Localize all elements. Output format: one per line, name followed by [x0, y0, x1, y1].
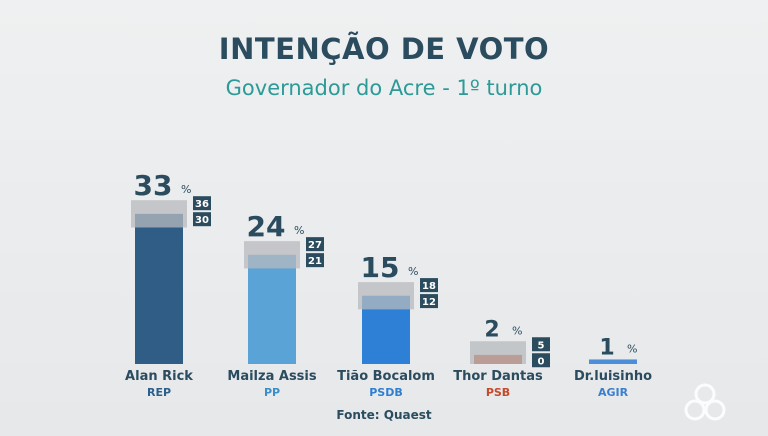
party-label-2: PP [264, 386, 280, 399]
candidate-name-2: Mailza Assis [227, 369, 316, 384]
value-label-1: 33 [134, 169, 173, 202]
value-label-2: 24 [247, 210, 286, 243]
percent-sign-2: % [294, 224, 304, 237]
margin-band-4 [470, 341, 526, 364]
candidate-name-5: Dr.luisinho [574, 369, 652, 384]
party-label-4: PSB [486, 386, 510, 399]
range-low-label-3: 12 [422, 297, 436, 308]
value-label-4: 2 [484, 317, 499, 342]
party-label-1: REP [147, 386, 171, 399]
percent-sign-5: % [627, 342, 637, 355]
party-label-5: AGIR [598, 386, 629, 399]
range-high-label-4: 5 [538, 340, 545, 351]
range-high-label-3: 18 [422, 281, 436, 292]
margin-band-3 [358, 282, 414, 309]
broadcaster-logo-icon [680, 378, 730, 428]
range-low-label-1: 30 [195, 215, 209, 226]
range-high-label-1: 36 [195, 199, 209, 210]
range-low-label-4: 0 [538, 356, 545, 367]
candidate-name-3: Tião Bocalom [337, 369, 435, 384]
range-high-label-2: 27 [308, 240, 322, 251]
candidate-name-4: Thor Dantas [453, 369, 543, 384]
candidate-name-1: Alan Rick [125, 369, 193, 384]
bar-1 [135, 214, 183, 364]
percent-sign-3: % [408, 265, 418, 278]
percent-sign-1: % [181, 183, 191, 196]
range-low-label-2: 21 [308, 256, 322, 267]
value-label-5: 1 [599, 335, 614, 360]
margin-band-1 [131, 200, 187, 227]
party-label-3: PSDB [369, 386, 403, 399]
percent-sign-4: % [512, 324, 522, 337]
value-label-3: 15 [361, 251, 400, 284]
margin-band-2 [244, 241, 300, 268]
source-note: Fonte: Quaest [0, 408, 768, 422]
bar-2 [248, 255, 296, 364]
